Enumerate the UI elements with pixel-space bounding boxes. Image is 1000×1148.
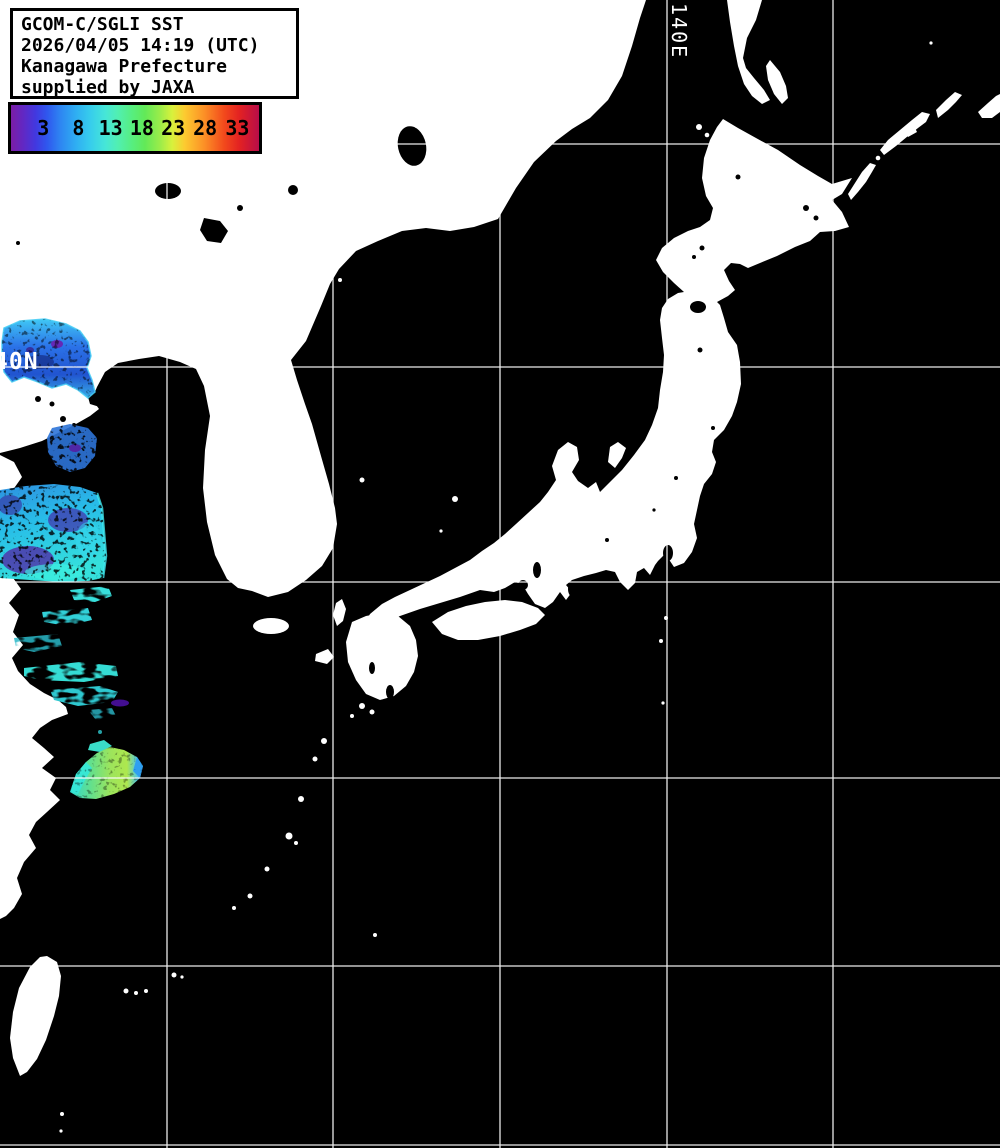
colorbar-tick: 23: [161, 116, 186, 140]
land-kyushu: [346, 613, 418, 700]
product-title: GCOM-C/SGLI SST: [21, 14, 184, 35]
mutsu-bay: [690, 301, 706, 313]
sst-data-patches: [0, 318, 143, 799]
colorbar-tick: 18: [129, 116, 154, 140]
sst-wisps: [14, 586, 118, 720]
sst-patch-yellow-sea-swath: [0, 484, 108, 582]
ise-bay: [568, 581, 578, 597]
sst-patch-north-yellow-sea: [47, 424, 97, 472]
colorbar-tick: 33: [225, 116, 250, 140]
lake-biwa: [533, 562, 541, 578]
sst-patch-bohai: [1, 318, 96, 399]
colorbar-tick: 13: [98, 116, 123, 140]
colorbar-tick: 28: [193, 116, 218, 140]
land-small-islands: [253, 278, 668, 937]
land-rishiri-island: [696, 124, 702, 130]
info-box: GCOM-C/SGLI SST 2026/04/05 14:19 (UTC) K…: [10, 8, 299, 99]
temperature-colorbar: 3 8 13 18 23 28 33: [8, 102, 262, 154]
land-taiwan: [10, 956, 61, 1076]
land-taiwan-islets: [59, 972, 184, 1133]
land-ryukyu-chain: [232, 738, 327, 910]
colorbar-tick: 8: [72, 116, 85, 140]
kagoshima-bay: [386, 685, 394, 699]
observation-datetime: 2026/04/05 14:19 (UTC): [21, 35, 260, 56]
inland-lakes-and-bays: [16, 126, 819, 699]
sst-purple-speck: [111, 699, 129, 707]
lake-khanka: [397, 126, 427, 166]
longitude-label: 140E: [667, 3, 691, 60]
region-name: Kanagawa Prefecture: [21, 56, 227, 77]
data-provider: supplied by JAXA: [21, 77, 195, 98]
land-shikoku: [432, 600, 545, 640]
land-china-coast: [0, 455, 68, 919]
tokyo-bay: [663, 545, 673, 561]
land-sakhalin: [727, 0, 770, 104]
latitude-label: 40N: [0, 349, 39, 375]
land-honshu: [362, 291, 741, 628]
land-sakhalin-spur: [766, 60, 788, 104]
land-hokkaido: [656, 119, 852, 316]
land-rebun-island: [704, 132, 710, 138]
colorbar-tick: 3: [37, 116, 50, 140]
